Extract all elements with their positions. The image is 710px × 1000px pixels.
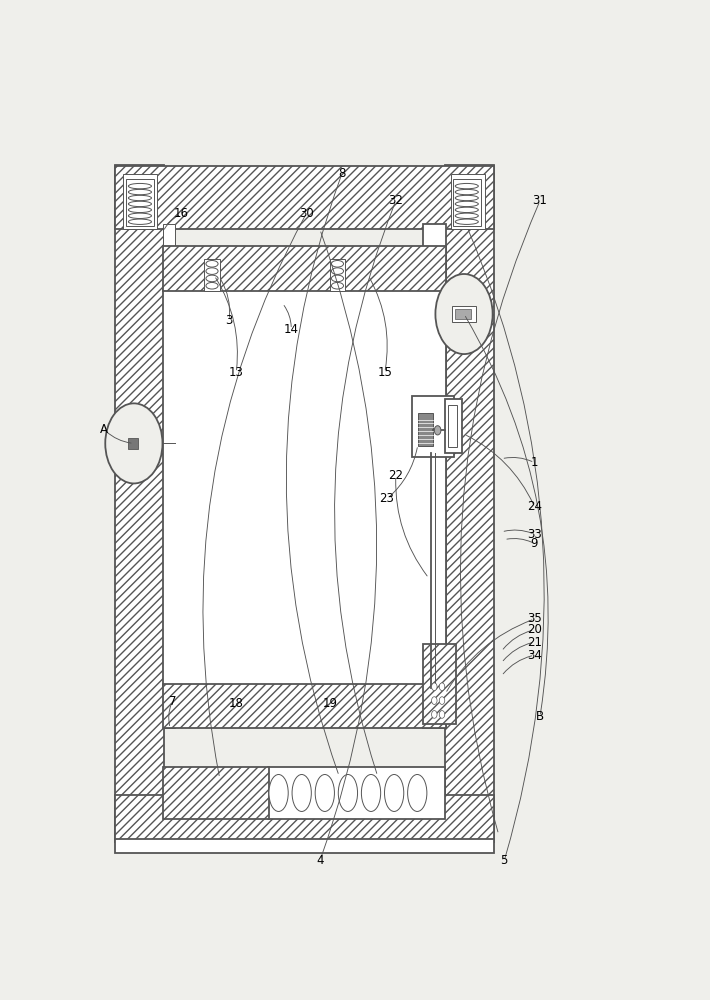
Text: 7: 7 (169, 695, 176, 708)
Text: 30: 30 (299, 207, 314, 220)
Ellipse shape (361, 774, 381, 811)
Bar (163, 287, 447, 686)
Text: 35: 35 (527, 612, 542, 625)
Text: 18: 18 (229, 697, 244, 710)
Text: 13: 13 (229, 366, 244, 379)
Text: 5: 5 (501, 854, 508, 867)
Text: 23: 23 (380, 492, 395, 505)
Bar (451, 174, 485, 229)
Circle shape (439, 711, 444, 718)
Text: 21: 21 (527, 636, 542, 649)
Ellipse shape (338, 774, 358, 811)
Circle shape (439, 697, 444, 704)
Text: 16: 16 (174, 207, 189, 220)
Circle shape (432, 697, 437, 704)
Circle shape (432, 683, 437, 691)
Text: 1: 1 (530, 456, 538, 469)
Bar (329, 259, 345, 291)
Bar (126, 179, 153, 226)
Bar (447, 405, 457, 447)
Text: 32: 32 (388, 194, 403, 207)
Text: 9: 9 (530, 537, 538, 550)
Bar (115, 839, 493, 853)
Text: 19: 19 (322, 697, 337, 710)
Circle shape (439, 683, 444, 691)
Ellipse shape (292, 774, 311, 811)
Bar (423, 644, 457, 724)
Text: 22: 22 (388, 469, 403, 482)
Text: 8: 8 (338, 167, 346, 180)
Text: 24: 24 (527, 500, 542, 513)
Ellipse shape (385, 774, 404, 811)
Bar (115, 165, 163, 842)
Bar (445, 165, 493, 842)
Bar (417, 413, 433, 446)
Circle shape (105, 403, 163, 483)
Bar (163, 246, 447, 291)
Ellipse shape (315, 774, 334, 811)
Circle shape (432, 711, 437, 718)
Bar (163, 224, 175, 728)
Text: 4: 4 (316, 854, 324, 867)
Text: 3: 3 (225, 314, 233, 327)
Bar (129, 438, 138, 449)
Text: B: B (536, 710, 544, 723)
Bar (453, 179, 481, 226)
Text: 15: 15 (377, 366, 392, 379)
Bar (163, 767, 268, 819)
Ellipse shape (269, 774, 288, 811)
Bar (115, 795, 493, 842)
Text: 33: 33 (527, 528, 542, 541)
Bar (123, 174, 157, 229)
Text: 20: 20 (527, 623, 542, 636)
Bar (445, 399, 462, 453)
Bar (413, 396, 454, 457)
Circle shape (435, 426, 441, 435)
Text: 34: 34 (527, 649, 542, 662)
Bar (455, 309, 471, 319)
Text: A: A (100, 423, 108, 436)
Text: 31: 31 (532, 194, 547, 207)
Bar (115, 166, 493, 229)
Bar (452, 306, 476, 322)
Bar (268, 767, 444, 819)
Bar (163, 684, 447, 728)
Circle shape (435, 274, 493, 354)
Bar (204, 259, 219, 291)
Text: 14: 14 (284, 323, 299, 336)
Bar (423, 224, 447, 728)
Ellipse shape (408, 774, 427, 811)
